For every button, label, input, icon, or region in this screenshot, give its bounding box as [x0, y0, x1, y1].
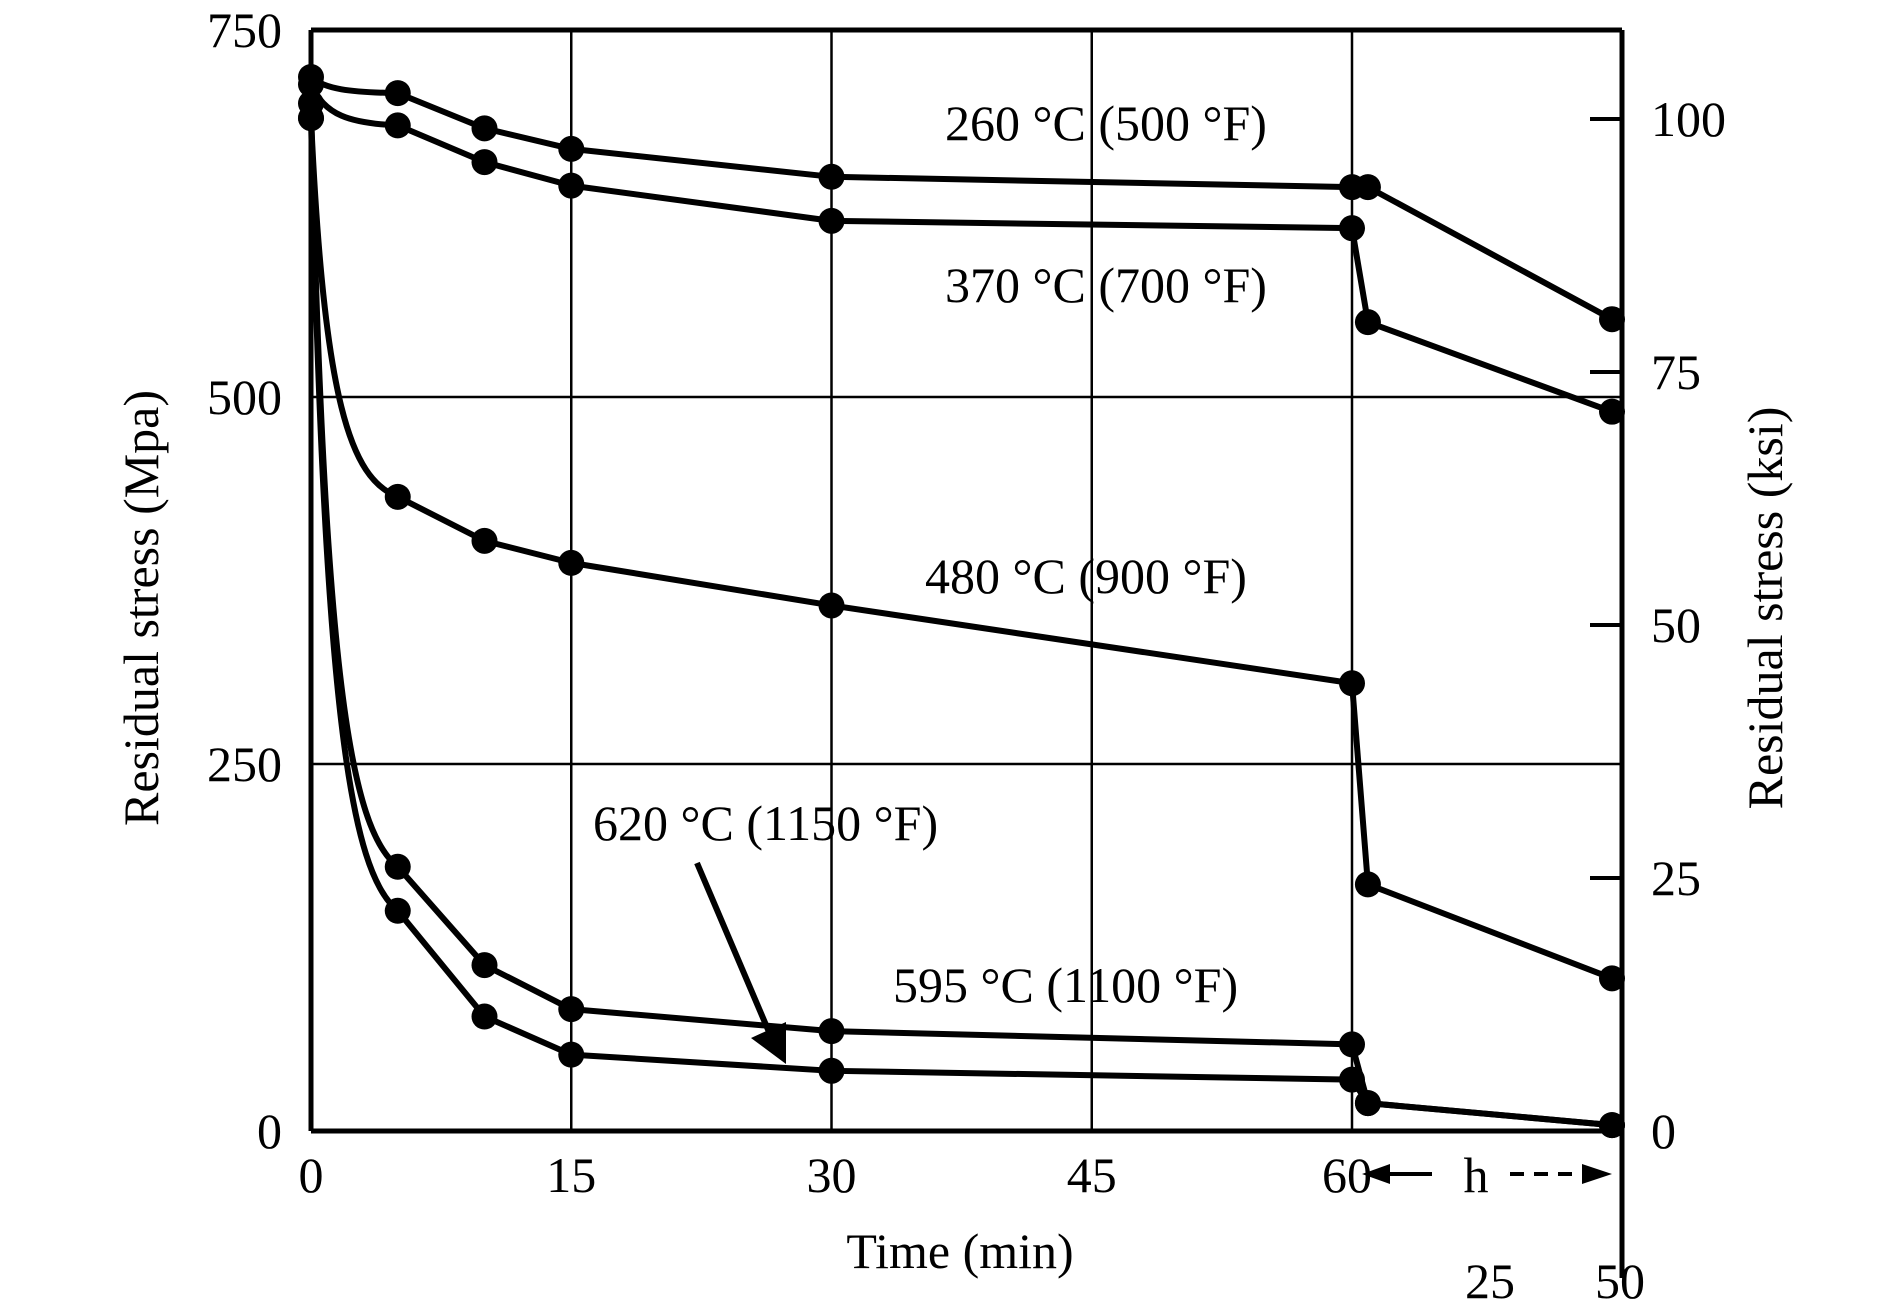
- series-4-point-5: [1339, 1066, 1365, 1093]
- series-3-point-2: [471, 952, 498, 979]
- y-tick-0: 0: [257, 1103, 282, 1159]
- x-axis-title: Time (min): [846, 1223, 1073, 1279]
- series-1-point-3: [558, 172, 585, 199]
- series-0-point-7: [1599, 306, 1625, 333]
- series-0-point-6: [1354, 174, 1381, 201]
- series-3-point-3: [558, 996, 585, 1023]
- y-tick-500: 500: [207, 369, 282, 425]
- series-2-point-6: [1354, 871, 1381, 898]
- series-label-595: 595 °C (1100 °F): [893, 957, 1238, 1013]
- tick-labels: 0 15 30 45 0 250 500 750 0 25 50 75 100: [207, 2, 1726, 1203]
- y2-tick-100: 100: [1651, 91, 1726, 147]
- x-tick-15: 15: [546, 1147, 596, 1203]
- series-2-point-1: [384, 483, 411, 510]
- series-3-point-1: [384, 853, 411, 880]
- series-1-point-1: [384, 112, 411, 139]
- series-label-620: 620 °C (1150 °F): [593, 795, 938, 851]
- x-tick-30: 30: [807, 1147, 857, 1203]
- series-1-point-2: [471, 149, 498, 176]
- hours-indicator: 60 h 25 50: [1322, 1147, 1645, 1309]
- series-3-point-4: [818, 1018, 845, 1045]
- series-2-point-5: [1339, 670, 1365, 697]
- series-label-260: 260 °C (500 °F): [945, 95, 1267, 151]
- series-0-point-2: [471, 115, 498, 142]
- series-line-2: [308, 115, 1615, 982]
- series-3-point-5: [1339, 1031, 1365, 1058]
- hours-label: h: [1464, 1147, 1489, 1203]
- y2-tick-50: 50: [1651, 597, 1701, 653]
- series-4-point-6: [1354, 1090, 1381, 1117]
- series-4-point-0: [298, 105, 324, 132]
- series-1-point-4: [818, 207, 845, 234]
- series-4-point-7: [1599, 1112, 1625, 1139]
- series-2-point-3: [558, 549, 585, 576]
- series-layer: [298, 63, 1625, 1139]
- series-1-point-7: [1599, 398, 1625, 425]
- y2-tick-75: 75: [1651, 344, 1701, 400]
- series-4-point-1: [384, 897, 411, 924]
- right-axis: [1590, 30, 1625, 1278]
- x-tick-45: 45: [1067, 1147, 1117, 1203]
- series-4: [298, 105, 1625, 1139]
- series-4-point-3: [558, 1041, 585, 1068]
- h-tick-50: 50: [1595, 1253, 1645, 1309]
- series-1-point-6: [1354, 309, 1381, 336]
- series-4-point-2: [471, 1003, 498, 1030]
- series-1-point-0: [298, 71, 324, 98]
- series-0-point-3: [558, 135, 585, 162]
- series-0-point-4: [818, 163, 845, 190]
- series-2-point-7: [1599, 965, 1625, 992]
- y2-tick-25: 25: [1651, 850, 1701, 906]
- y-tick-750: 750: [207, 2, 282, 58]
- series-2-point-2: [471, 527, 498, 554]
- y-tick-250: 250: [207, 736, 282, 792]
- y-axis-title: Residual stress (Mpa): [113, 390, 169, 826]
- arrow-620-pointer: [694, 861, 786, 1064]
- series-4-point-4: [818, 1057, 845, 1084]
- x-tick-60: 60: [1322, 1147, 1372, 1203]
- x-tick-0: 0: [299, 1147, 324, 1203]
- y2-tick-0: 0: [1651, 1103, 1676, 1159]
- series-2-point-4: [818, 592, 845, 619]
- series-label-370: 370 °C (700 °F): [945, 257, 1267, 313]
- series-1-point-5: [1339, 215, 1365, 242]
- series-label-480: 480 °C (900 °F): [925, 548, 1247, 604]
- series-0-point-1: [384, 80, 411, 107]
- y2-axis-title: Residual stress (ksi): [1737, 407, 1793, 810]
- h-tick-25: 25: [1465, 1253, 1515, 1309]
